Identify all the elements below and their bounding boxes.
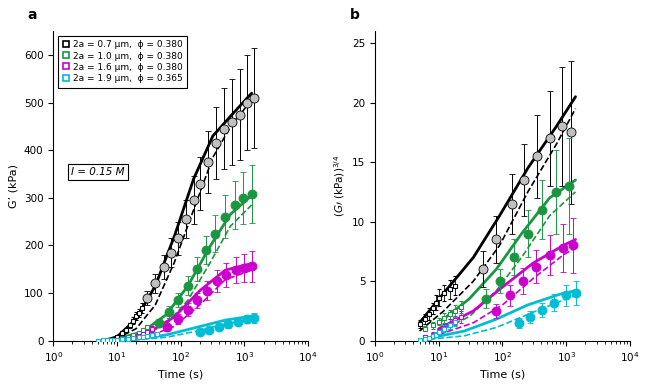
Legend: 2a = 0.7 μm,  ϕ = 0.380, 2a = 1.0 μm,  ϕ = 0.380, 2a = 1.6 μm,  ϕ = 0.380, 2a = : 2a = 0.7 μm, ϕ = 0.380, 2a = 1.0 μm, ϕ =… bbox=[58, 36, 187, 88]
X-axis label: Time (s): Time (s) bbox=[480, 370, 525, 380]
Text: a: a bbox=[28, 8, 37, 22]
Text: b: b bbox=[349, 8, 360, 22]
Text: I = 0.15 M: I = 0.15 M bbox=[71, 167, 124, 177]
X-axis label: Time (s): Time (s) bbox=[158, 370, 203, 380]
Y-axis label: G’ (kPa): G’ (kPa) bbox=[8, 164, 18, 208]
Y-axis label: $(G\prime\ \mathrm{(kPa)})^{3/4}$: $(G\prime\ \mathrm{(kPa)})^{3/4}$ bbox=[332, 155, 347, 217]
